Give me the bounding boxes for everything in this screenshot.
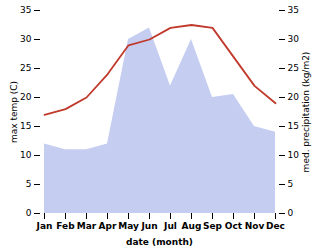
svg-text:Jan: Jan [36,221,53,231]
svg-text:25: 25 [288,63,299,73]
svg-text:5: 5 [26,179,32,189]
svg-text:10: 10 [20,150,32,160]
svg-text:med. precipitation (kg/m2): med. precipitation (kg/m2) [301,52,311,173]
svg-text:date (month): date (month) [126,237,193,247]
svg-text:35: 35 [288,5,299,15]
svg-text:25: 25 [20,63,31,73]
svg-text:10: 10 [288,150,300,160]
svg-text:May: May [118,221,139,231]
svg-text:5: 5 [288,179,294,189]
svg-text:max temp (C): max temp (C) [9,81,19,143]
svg-text:35: 35 [20,5,31,15]
svg-text:Aug: Aug [182,221,202,231]
svg-text:20: 20 [20,92,32,102]
svg-text:0: 0 [26,208,32,218]
svg-text:Sep: Sep [203,221,223,231]
svg-text:Feb: Feb [56,221,75,231]
svg-text:30: 30 [20,34,32,44]
svg-text:Oct: Oct [225,221,243,231]
svg-text:Nov: Nov [245,221,265,231]
svg-text:Jun: Jun [140,221,157,231]
svg-text:20: 20 [288,92,300,102]
svg-text:Dec: Dec [266,221,285,231]
svg-text:Apr: Apr [99,221,117,231]
svg-text:Mar: Mar [77,221,97,231]
svg-text:15: 15 [20,121,31,131]
svg-text:15: 15 [288,121,299,131]
svg-text:0: 0 [288,208,294,218]
svg-text:Jul: Jul [163,221,177,231]
svg-text:30: 30 [288,34,300,44]
